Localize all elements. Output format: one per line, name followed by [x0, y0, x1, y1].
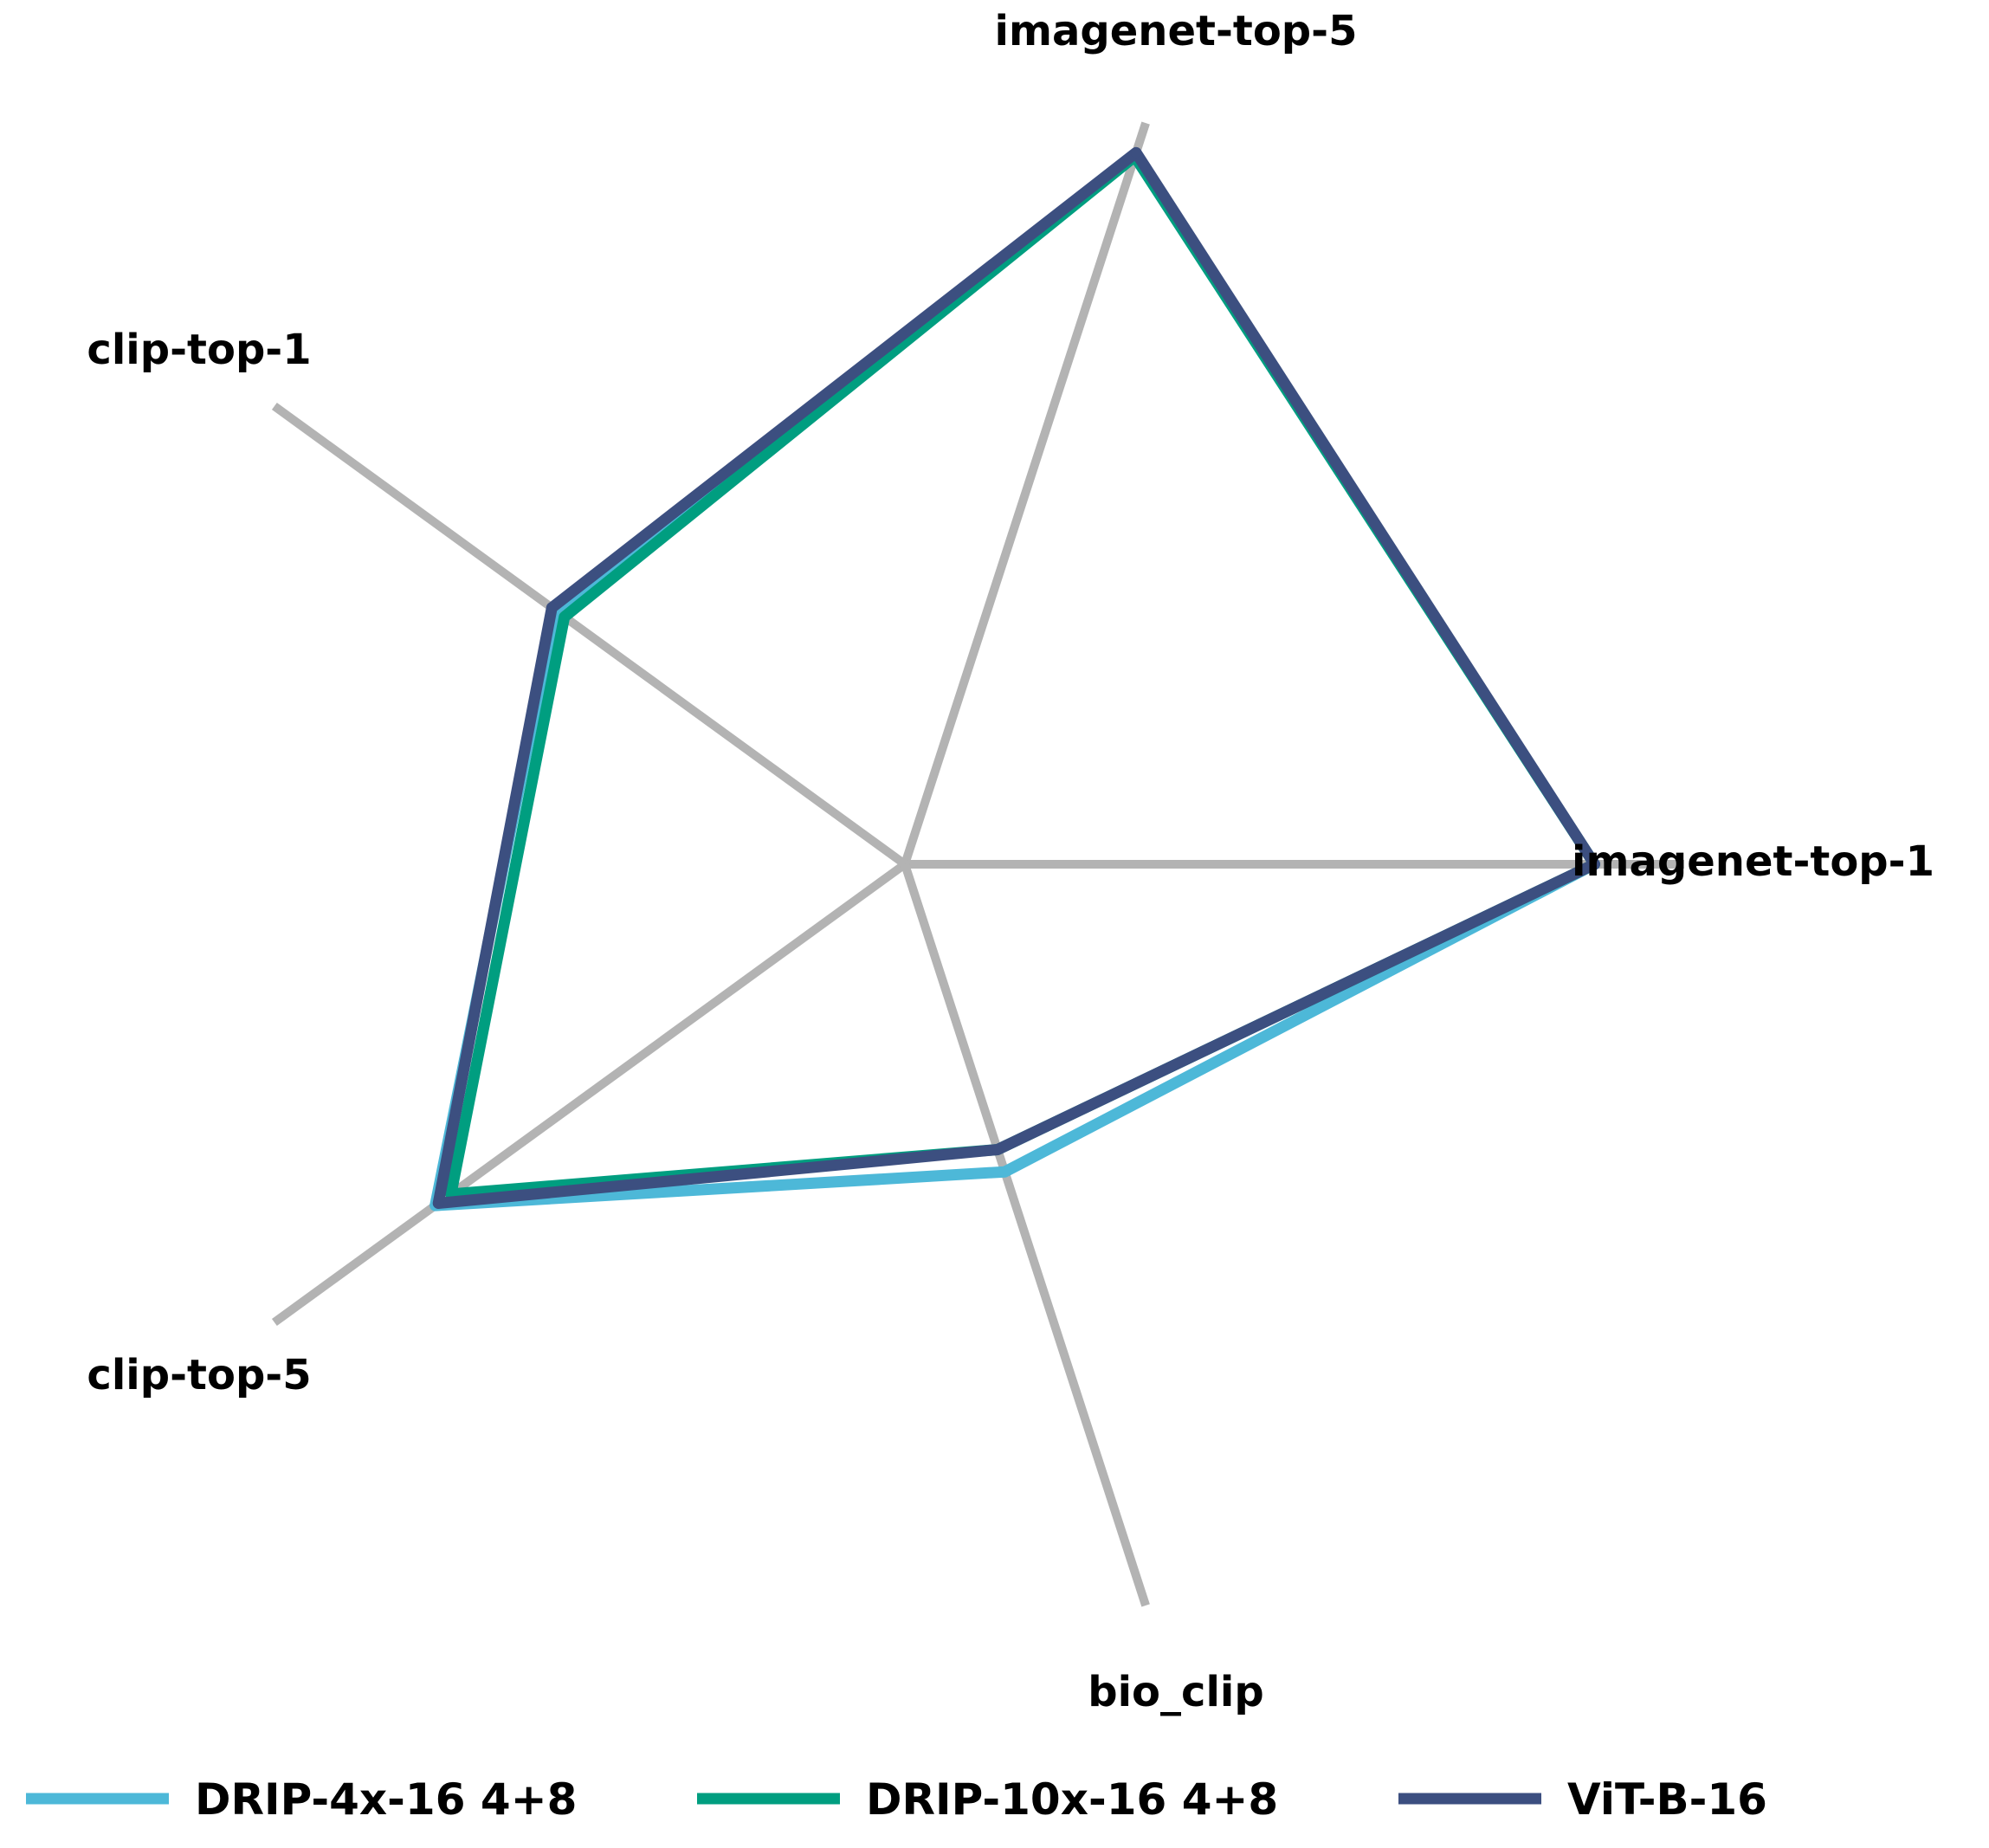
series-line-drip-4x-16-4-8 — [429, 151, 1600, 1212]
legend: DRIP-4x-16 4+8 DRIP-10x-16 4+8 ViT-B-16 — [26, 1774, 1767, 1825]
axis-label-imagenet-top-1: imagenet-top-1 — [1572, 837, 1934, 886]
data-point-drip-4x-16-4-8-bio-clip — [999, 1166, 1011, 1178]
radar-axes — [271, 121, 1684, 1607]
legend-item-drip-10x-16-4-8: DRIP-10x-16 4+8 — [697, 1774, 1278, 1825]
axis-line-clip-top-5 — [271, 860, 907, 1327]
axis-line-imagenet-top-5 — [901, 121, 1150, 866]
axis-label-imagenet-top-5: imagenet-top-5 — [995, 7, 1358, 55]
legend-label: DRIP-4x-16 4+8 — [195, 1774, 577, 1825]
legend-item-drip-4x-16-4-8: DRIP-4x-16 4+8 — [26, 1774, 577, 1825]
axis-label-clip-top-1: clip-top-1 — [87, 326, 311, 374]
axis-line-bio-clip — [901, 863, 1150, 1607]
data-point-vit-b-16-bio-clip — [992, 1144, 1004, 1155]
data-point-vit-b-16-imagenet-top-5 — [1131, 147, 1141, 158]
axis-line-clip-top-1 — [271, 402, 907, 869]
series-line-vit-b-16 — [432, 146, 1600, 1209]
radar-series — [429, 146, 1600, 1212]
legend-label: DRIP-10x-16 4+8 — [866, 1774, 1278, 1825]
data-point-vit-b-16-clip-top-1 — [546, 602, 558, 613]
data-point-drip-10x-16-4-8-clip-top-1 — [559, 611, 570, 623]
axis-label-bio-clip: bio_clip — [1088, 1668, 1264, 1716]
legend-label: ViT-B-16 — [1567, 1774, 1767, 1825]
axis-label-clip-top-5: clip-top-5 — [87, 1351, 311, 1399]
axis-labels: imagenet-top-1 imagenet-top-5 clip-top-1 cl… — [87, 7, 1934, 1716]
legend-item-vit-b-16: ViT-B-16 — [1398, 1774, 1767, 1825]
series-line-drip-10x-16-4-8 — [445, 151, 1600, 1200]
data-point-vit-b-16-clip-top-5 — [433, 1198, 444, 1209]
data-point-vit-b-16-imagenet-top-1 — [1589, 859, 1600, 869]
